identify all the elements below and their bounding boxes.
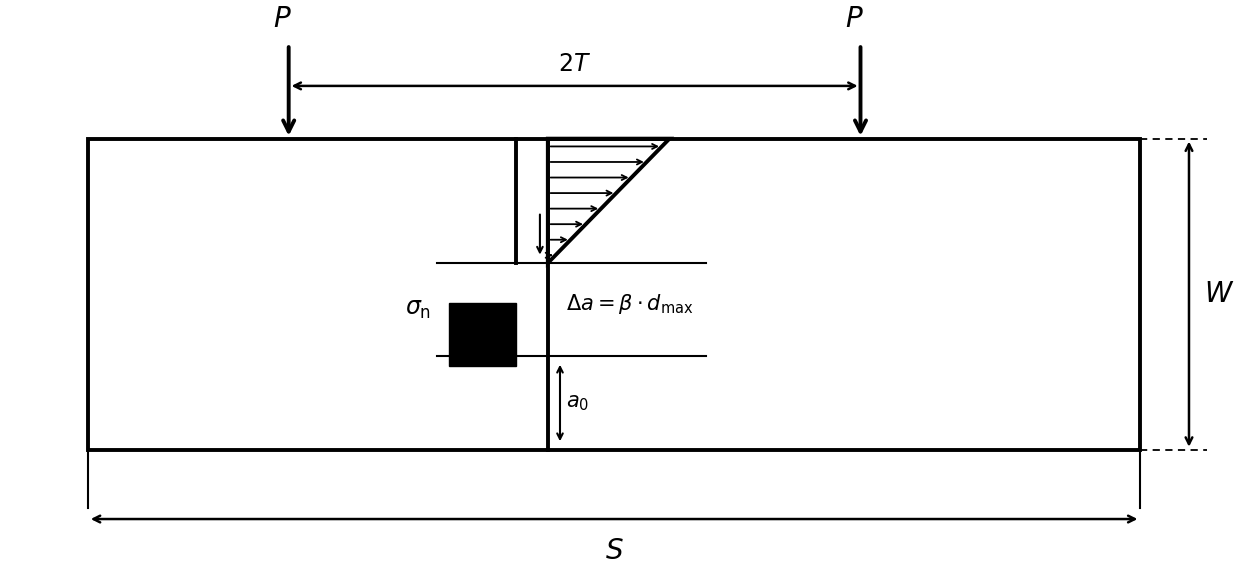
Text: $P$: $P$ [273,6,291,33]
Text: $P$: $P$ [846,6,864,33]
Text: $S$: $S$ [605,538,624,565]
Text: $a_0$: $a_0$ [567,393,589,413]
Polygon shape [449,304,516,366]
Text: $\Delta a = \beta \cdot d_{\rm max}$: $\Delta a = \beta \cdot d_{\rm max}$ [567,292,693,316]
Text: $2T$: $2T$ [558,53,591,76]
Text: $\sigma_{\rm n}$: $\sigma_{\rm n}$ [405,298,432,321]
Text: $W$: $W$ [1204,281,1234,308]
